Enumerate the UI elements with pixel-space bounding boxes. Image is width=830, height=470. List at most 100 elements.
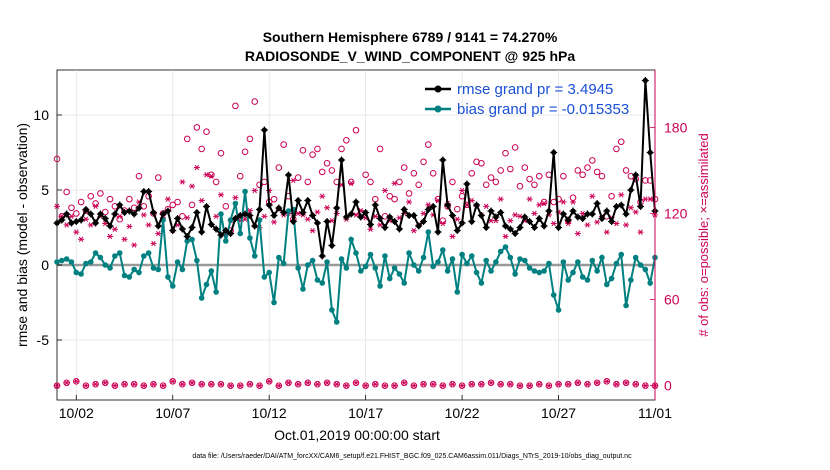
rmse-point <box>111 210 119 218</box>
obs-possible-marker <box>241 148 249 156</box>
bias-point <box>449 256 456 262</box>
obs-assimilated-low-marker <box>516 382 523 389</box>
obs-possible-marker <box>569 194 577 201</box>
obs-assimilated-marker <box>145 222 152 228</box>
bias-point <box>531 268 538 274</box>
bias-point <box>213 289 219 295</box>
obs-assimilated-marker <box>560 199 567 205</box>
obs-assimilated-low-marker <box>131 381 138 387</box>
rmse-point <box>178 225 186 233</box>
rmse-point <box>593 200 601 207</box>
obs-assimilated-marker <box>111 226 118 232</box>
rmse-point <box>497 209 505 216</box>
obs-assimilated-low-marker <box>227 382 234 389</box>
obs-assimilated-low-marker <box>314 381 321 387</box>
rmse-point <box>637 203 645 210</box>
obs-possible-marker <box>487 174 495 181</box>
bias-point <box>647 280 653 286</box>
rmse-point <box>622 210 630 218</box>
bias-point <box>386 275 393 282</box>
rmse-point <box>598 215 606 222</box>
rmse-point <box>487 207 495 215</box>
x-axis-label: Oct.01,2019 00:00:00 start <box>274 427 440 443</box>
obs-possible-marker <box>212 178 220 186</box>
bias-point <box>348 236 354 243</box>
bias-point <box>83 260 89 267</box>
obs-possible-marker <box>217 149 225 157</box>
bias-point <box>497 248 504 255</box>
rmse-point <box>569 207 577 215</box>
obs-assimilated-marker <box>82 216 89 222</box>
data-file-footer: data file: /Users/raeder/DAI/ATM_forcXX/… <box>192 453 632 460</box>
obs-assimilated-low-marker <box>73 378 80 385</box>
bias-point <box>97 254 104 261</box>
obs-assimilated-marker <box>232 194 239 201</box>
obs-assimilated-low-marker <box>140 382 147 389</box>
rmse-point <box>58 216 66 224</box>
rmse-point <box>453 227 461 234</box>
bias-point <box>309 257 316 264</box>
obs-assimilated-low-marker <box>266 378 273 385</box>
rmse-point <box>188 224 196 231</box>
obs-possible-marker <box>391 195 398 203</box>
rmse-point <box>574 213 582 221</box>
obs-assimilated-marker <box>570 199 577 205</box>
obs-possible-marker <box>309 151 316 158</box>
y-left-tick-label: 5 <box>41 182 49 198</box>
bias-point <box>218 211 224 217</box>
obs-assimilated-low-marker <box>343 382 350 389</box>
rmse-point <box>617 201 625 209</box>
bias-point <box>594 268 600 274</box>
rmse-point <box>559 210 567 218</box>
y-axis-right: 0 60 120 180 <box>650 70 688 400</box>
bias-point <box>526 265 533 271</box>
obs-possible-marker <box>502 149 509 157</box>
rmse-point <box>96 210 104 218</box>
obs-assimilated-marker <box>92 203 99 210</box>
rmse-point <box>251 222 259 230</box>
obs-assimilated-low-marker <box>82 382 89 389</box>
rmse-point <box>125 207 133 215</box>
obs-possible-marker <box>77 198 85 206</box>
bias-point <box>237 230 244 237</box>
obs-assimilated-low-marker <box>449 381 456 387</box>
obs-assimilated-marker <box>189 183 196 189</box>
rmse-point <box>511 230 519 237</box>
obs-possible-marker <box>347 178 355 186</box>
obs-assimilated-marker <box>140 212 147 218</box>
bias-point <box>565 277 571 283</box>
bias-point <box>362 263 369 270</box>
obs-assimilated-marker <box>314 209 321 215</box>
bias-point <box>131 266 137 273</box>
obs-assimilated-marker <box>193 164 200 171</box>
bias-point <box>608 275 615 282</box>
obs-assimilated-marker <box>126 223 133 230</box>
rmse-point <box>309 212 317 219</box>
rmse-point <box>463 180 471 188</box>
rmse-point <box>101 215 109 222</box>
obs-possible-marker <box>343 137 350 144</box>
obs-assimilated-low-marker <box>353 380 359 386</box>
rmse-point <box>231 215 239 222</box>
bias-point <box>444 268 451 274</box>
obs-possible-marker <box>126 195 133 203</box>
obs-assimilated-low-marker <box>545 382 552 389</box>
obs-assimilated-marker <box>574 230 581 237</box>
obs-possible-marker <box>256 181 263 189</box>
bias-point <box>401 280 408 286</box>
bias-point <box>261 274 268 280</box>
obs-possible-marker <box>280 141 287 148</box>
obs-assimilated-low-marker <box>632 381 639 387</box>
obs-possible-marker <box>478 159 485 167</box>
obs-assimilated-low-marker <box>555 381 562 387</box>
rmse-point <box>588 210 596 218</box>
obs-assimilated-marker <box>208 173 215 179</box>
obs-assimilated-marker <box>594 219 601 225</box>
y-axis-left: -5 0 5 10 <box>33 107 62 348</box>
rmse-point <box>502 222 509 230</box>
obs-possible-marker <box>174 198 181 206</box>
obs-possible-marker <box>270 195 278 203</box>
obs-assimilated-marker <box>367 226 374 232</box>
bias-point <box>628 277 634 283</box>
legend-rmse-label: rmse grand pr = 3.4945 <box>457 81 613 98</box>
